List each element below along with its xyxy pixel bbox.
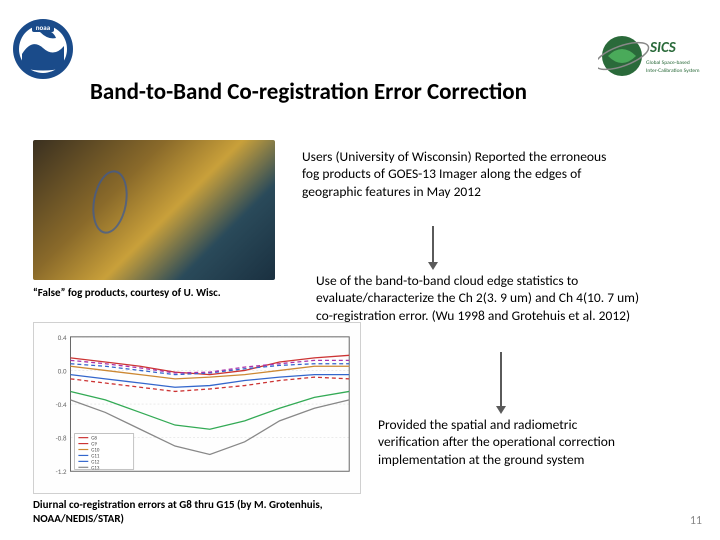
paragraph-1: Users (University of Wisconsin) Reported… bbox=[302, 148, 612, 200]
flow-arrow-2 bbox=[500, 352, 502, 408]
noaa-logo: noaa bbox=[12, 18, 74, 80]
paragraph-3: Provided the spatial and radiometric ver… bbox=[378, 416, 626, 468]
svg-text:Global Space-based: Global Space-based bbox=[646, 60, 690, 66]
false-fog-image bbox=[33, 140, 275, 280]
svg-text:-0.4: -0.4 bbox=[56, 400, 67, 409]
svg-text:SICS: SICS bbox=[649, 39, 677, 57]
svg-text:Inter-Calibration System: Inter-Calibration System bbox=[646, 68, 700, 74]
svg-text:noaa: noaa bbox=[36, 23, 51, 32]
image2-caption: Diurnal co-registration errors at G8 thr… bbox=[33, 498, 373, 526]
gsics-logo: SICS Global Space-based Inter-Calibratio… bbox=[598, 28, 710, 84]
svg-text:0.0: 0.0 bbox=[58, 366, 67, 375]
svg-text:0.4: 0.4 bbox=[58, 333, 67, 342]
svg-text:G13: G13 bbox=[91, 465, 100, 471]
diurnal-error-chart: -1.2-0.8-0.40.00.4G8G9G10G11G12G13 bbox=[33, 322, 361, 494]
flow-arrow-1 bbox=[432, 226, 434, 264]
svg-text:-0.8: -0.8 bbox=[56, 434, 67, 443]
paragraph-2: Use of the band-to-band cloud edge stati… bbox=[316, 272, 642, 324]
image1-caption: “False” fog products, courtesy of U. Wis… bbox=[33, 286, 221, 299]
page-number: 11 bbox=[690, 514, 702, 528]
slide-title: Band-to-Band Co-registration Error Corre… bbox=[90, 78, 527, 106]
svg-text:-1.2: -1.2 bbox=[56, 467, 67, 476]
